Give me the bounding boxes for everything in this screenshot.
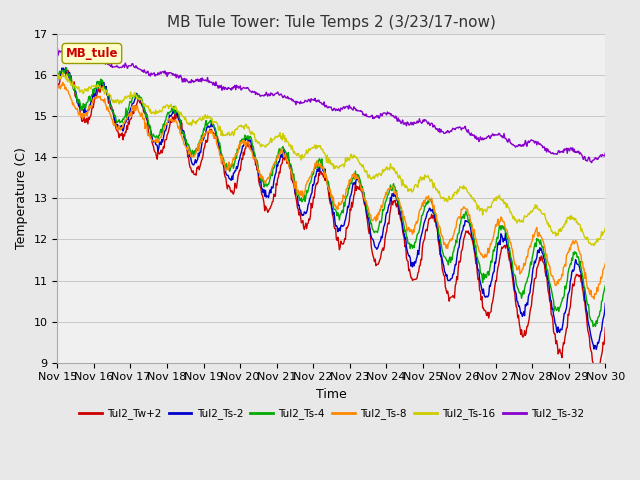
- Tul2_Ts-4: [63, 65, 70, 71]
- Tul2_Ts-8: [399, 208, 406, 214]
- Tul2_Ts-8: [176, 131, 184, 136]
- Line: Tul2_Tw+2: Tul2_Tw+2: [58, 70, 605, 371]
- Tul2_Ts-2: [54, 79, 61, 84]
- Tul2_Ts-4: [399, 216, 406, 221]
- Tul2_Ts-32: [602, 150, 609, 156]
- Tul2_Ts-16: [120, 96, 128, 101]
- Tul2_Ts-4: [415, 230, 422, 236]
- Tul2_Ts-2: [415, 252, 422, 257]
- Tul2_Ts-16: [602, 225, 609, 230]
- Legend: Tul2_Tw+2, Tul2_Ts-2, Tul2_Ts-4, Tul2_Ts-8, Tul2_Ts-16, Tul2_Ts-32: Tul2_Tw+2, Tul2_Ts-2, Tul2_Ts-4, Tul2_Ts…: [74, 404, 588, 423]
- Tul2_Ts-4: [205, 120, 213, 125]
- Tul2_Ts-2: [593, 347, 600, 352]
- Tul2_Ts-8: [415, 212, 422, 218]
- Tul2_Ts-16: [59, 70, 67, 75]
- Tul2_Ts-2: [176, 119, 184, 124]
- Tul2_Tw+2: [54, 85, 61, 91]
- Tul2_Tw+2: [602, 324, 609, 330]
- Tul2_Ts-8: [64, 88, 72, 94]
- Tul2_Ts-8: [205, 130, 213, 135]
- Tul2_Ts-8: [59, 80, 67, 85]
- Tul2_Ts-8: [120, 120, 128, 126]
- Line: Tul2_Ts-2: Tul2_Ts-2: [58, 68, 605, 349]
- Line: Tul2_Ts-32: Tul2_Ts-32: [58, 48, 605, 163]
- Tul2_Ts-16: [54, 75, 61, 81]
- Tul2_Ts-32: [120, 62, 127, 68]
- Text: MB_tule: MB_tule: [66, 47, 118, 60]
- Tul2_Tw+2: [415, 269, 422, 275]
- Tul2_Tw+2: [593, 368, 601, 374]
- Tul2_Ts-32: [175, 74, 183, 80]
- Tul2_Ts-32: [204, 79, 212, 85]
- Tul2_Ts-8: [54, 86, 61, 92]
- Tul2_Ts-4: [54, 72, 61, 78]
- Tul2_Ts-2: [120, 121, 128, 127]
- Tul2_Ts-16: [64, 78, 72, 84]
- Tul2_Ts-16: [399, 177, 406, 183]
- Tul2_Tw+2: [64, 68, 72, 73]
- Tul2_Ts-2: [602, 300, 609, 306]
- Line: Tul2_Ts-4: Tul2_Ts-4: [58, 68, 605, 326]
- Tul2_Ts-4: [120, 114, 128, 120]
- Tul2_Ts-32: [588, 160, 595, 166]
- Title: MB Tule Tower: Tule Temps 2 (3/23/17-now): MB Tule Tower: Tule Temps 2 (3/23/17-now…: [167, 15, 496, 30]
- Tul2_Ts-32: [54, 45, 61, 51]
- Y-axis label: Temperature (C): Temperature (C): [15, 147, 28, 249]
- Tul2_Ts-2: [64, 70, 72, 75]
- Tul2_Ts-32: [414, 120, 422, 126]
- Tul2_Ts-2: [399, 224, 406, 229]
- Tul2_Ts-16: [205, 114, 213, 120]
- Tul2_Ts-8: [590, 296, 598, 302]
- Tul2_Ts-4: [176, 117, 184, 123]
- X-axis label: Time: Time: [316, 388, 347, 401]
- Tul2_Ts-16: [590, 243, 598, 249]
- Tul2_Ts-2: [205, 124, 213, 130]
- Tul2_Ts-2: [62, 65, 70, 71]
- Tul2_Ts-16: [176, 112, 184, 118]
- Line: Tul2_Ts-8: Tul2_Ts-8: [58, 83, 605, 299]
- Tul2_Ts-32: [398, 119, 406, 125]
- Tul2_Tw+2: [120, 133, 128, 139]
- Tul2_Tw+2: [399, 228, 406, 234]
- Tul2_Ts-4: [602, 282, 609, 288]
- Line: Tul2_Ts-16: Tul2_Ts-16: [58, 72, 605, 246]
- Tul2_Ts-8: [602, 261, 609, 266]
- Tul2_Tw+2: [176, 120, 184, 126]
- Tul2_Ts-32: [63, 53, 71, 59]
- Tul2_Tw+2: [60, 67, 68, 73]
- Tul2_Ts-16: [415, 177, 422, 183]
- Tul2_Ts-4: [64, 72, 72, 78]
- Tul2_Tw+2: [205, 130, 213, 136]
- Tul2_Ts-4: [589, 324, 597, 329]
